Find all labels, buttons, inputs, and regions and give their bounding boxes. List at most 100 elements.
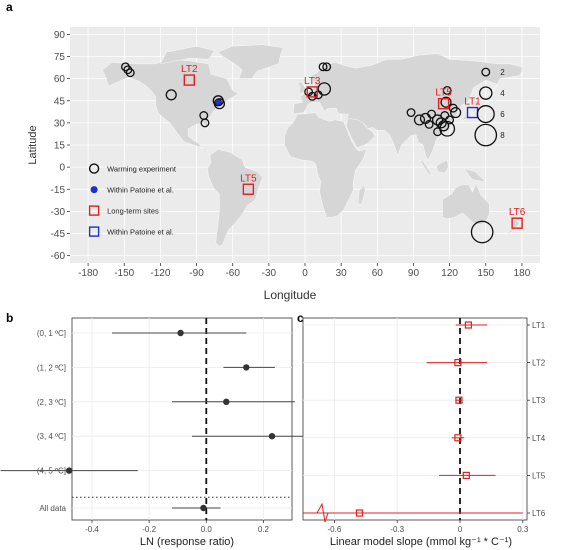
long-term-site-label: LT5 (435, 88, 452, 99)
warming-site-marker (470, 220, 494, 244)
long-term-site-label: LT2 (181, 64, 198, 75)
panelC-point (355, 509, 364, 517)
panel-a-y-tick-label: -60 (51, 251, 66, 262)
panel-a-x-axis-label: Longitude (264, 288, 317, 302)
land-great-britain (297, 81, 307, 94)
panel-a-y-tick-label: -30 (51, 207, 66, 218)
long-term-site-label: LT5 (240, 173, 257, 184)
size-legend-marker (476, 105, 495, 124)
long-term-site-marker (306, 86, 318, 98)
panel-a-map: -180 -150 -120 -90 -60 -30 0 30 60 90 120 150 180-60… (51, 27, 540, 279)
panel-a-x-tick-label: 0 (302, 268, 308, 279)
panelB-x-tick-label: 0.2 (258, 525, 270, 534)
patoine-site-marker (214, 98, 222, 106)
warming-site-marker (427, 109, 436, 119)
warming-site-marker (213, 98, 226, 110)
panelB-category-label: (4, 5 ºC] (37, 467, 66, 476)
panelC-point (455, 396, 463, 404)
panelC-x-tick-label: -0.6 (328, 525, 342, 534)
panel-a-x-tick-label: 30 (336, 268, 348, 279)
land-japan (461, 100, 481, 122)
land-australia (442, 182, 490, 225)
panel-a-x-tick-label: -60 (225, 268, 240, 279)
panel-b-forest-plot: (0, 1 ºC] (1, 2 ºC] (2, 3 ºC] (3, 4 ºC] (4, … (0, 317, 358, 534)
warming-site-marker (317, 82, 332, 96)
legend-label: Within Patoine et al. (107, 228, 174, 237)
warming-site-marker (431, 114, 444, 126)
panel-a-x-tick-label: -150 (114, 268, 134, 279)
long-term-site-marker (511, 217, 523, 229)
legend-marker-square (88, 205, 100, 216)
panelB-point (177, 329, 184, 337)
panelC-x-tick-label: -0.3 (390, 525, 404, 534)
warming-site-marker (433, 127, 443, 137)
warming-site-marker (424, 119, 434, 129)
long-term-site-marker (242, 183, 255, 195)
panelB-category-label: All data (39, 504, 66, 513)
panel-c-letter: c (297, 311, 304, 325)
panelC-category-label: LT4 (532, 434, 546, 443)
panel-a-x-tick-label: -120 (150, 268, 170, 279)
panelC-frame (302, 317, 528, 521)
warming-site-marker (437, 120, 450, 132)
panelB-point (243, 364, 250, 371)
size-legend-marker (474, 123, 498, 147)
panel-a-y-axis-label: Latitude (27, 125, 39, 164)
warming-site-marker (165, 89, 177, 101)
panel-a-x-tick-label: -180 (78, 268, 98, 279)
legend-label: Within Patoine et al. (107, 186, 174, 195)
panel-a-y-tick-label: 0 (59, 163, 65, 174)
panel-a-letter: a (6, 0, 13, 14)
land-south-america (207, 149, 264, 248)
size-legend-label: 6 (500, 110, 505, 119)
long-term-site-marker (183, 74, 196, 86)
land-eurasia (292, 53, 523, 166)
panel-a-x-tick-label: 180 (514, 268, 531, 279)
panelB-x-tick-label: 0.0 (201, 525, 213, 534)
size-legend-label: 4 (500, 89, 505, 98)
warming-site-marker (125, 68, 135, 78)
panelB-point (200, 504, 207, 512)
legend-label: Long-term sites (107, 207, 159, 216)
panel-a-x-tick-label: 150 (477, 268, 494, 279)
legend-label: Warming experiment (107, 165, 177, 174)
panelB-point (65, 467, 73, 474)
warming-site-marker (445, 115, 455, 125)
panelB-point (268, 433, 276, 440)
warming-site-marker (406, 108, 416, 117)
legend-marker-square (88, 226, 100, 237)
panelB-point (223, 398, 230, 405)
panel-a-y-tick-label: 60 (54, 74, 66, 85)
panelB-x-tick-label: -0.4 (85, 525, 99, 534)
land-indonesia-sumatra (419, 159, 433, 177)
panelB-category-label: (1, 2 ºC] (37, 363, 66, 372)
legend-marker-warming (88, 163, 100, 174)
panelC-x-tick-label: 0 (458, 525, 463, 534)
warming-site-marker (322, 62, 332, 72)
panel-a-x-tick-label: -90 (189, 268, 204, 279)
warming-site-marker (442, 85, 452, 95)
warming-site-marker (440, 111, 450, 120)
panel-c-x-axis-label: Linear model slope (mmol kg⁻¹ * C⁻¹) (330, 536, 512, 548)
warming-site-marker (413, 114, 426, 126)
panelC-category-label: LT2 (532, 359, 546, 368)
size-legend-marker (479, 86, 493, 100)
land-north-america (102, 59, 240, 156)
warming-site-marker (440, 96, 452, 108)
warming-site-marker (450, 106, 462, 119)
panel-a-x-tick-label: 120 (441, 268, 458, 279)
panel-a-y-tick-label: 45 (54, 96, 66, 107)
size-legend-label: 2 (500, 68, 505, 77)
size-legend-label: 8 (500, 131, 505, 140)
panelC-point (454, 359, 462, 367)
panelC-category-label: LT1 (532, 321, 546, 330)
panel-a-y-tick-label: -45 (51, 229, 66, 240)
panelC-category-label: LT3 (532, 396, 546, 405)
panelC-category-label: LT6 (532, 509, 546, 518)
panelC-x-tick-label: 0.3 (517, 525, 529, 534)
long-term-site-label: LT1 (464, 97, 481, 108)
panel-a-y-tick-label: -15 (51, 185, 66, 196)
land-madagascar (357, 184, 366, 205)
long-term-site-label: LT3 (304, 76, 321, 87)
land-greenland (217, 44, 284, 79)
